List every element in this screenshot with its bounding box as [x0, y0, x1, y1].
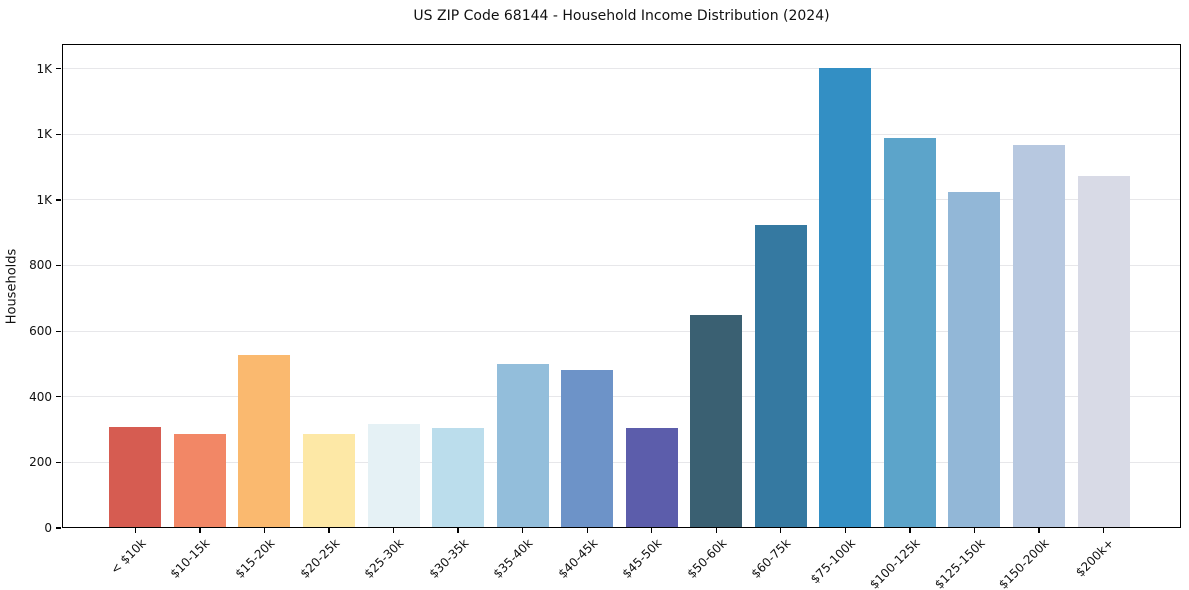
y-tick-mark: [56, 461, 61, 464]
bar: [819, 67, 872, 528]
gridline: [62, 68, 1181, 70]
y-tick-mark: [56, 396, 61, 398]
bar: [302, 434, 355, 528]
y-tick-mark: [56, 68, 61, 70]
x-tick-mark: [263, 528, 266, 533]
x-tick-mark: [780, 528, 782, 533]
bar: [883, 138, 936, 528]
x-tick-label: $15-20k: [232, 536, 278, 581]
bar: [173, 434, 226, 528]
x-tick-label: $200k+: [1072, 536, 1117, 580]
gridline: [62, 461, 1181, 463]
x-tick-label: $150-200k: [996, 536, 1052, 590]
x-tick-mark: [134, 528, 136, 533]
gridline: [62, 133, 1181, 135]
y-tick-mark: [56, 199, 61, 201]
x-tick-mark: [1102, 528, 1105, 533]
bar: [109, 426, 162, 528]
y-tick-label: 200: [29, 455, 52, 470]
y-tick-label: 800: [29, 258, 52, 273]
y-tick-label: 1K: [36, 127, 52, 142]
bar: [238, 354, 291, 528]
y-tick-mark: [56, 133, 61, 135]
bar: [1077, 176, 1130, 528]
x-tick-mark: [909, 528, 911, 533]
bar: [690, 314, 743, 528]
x-tick-label: $50-60k: [684, 536, 730, 581]
y-tick-label: 400: [29, 389, 52, 404]
y-tick-label: 1K: [36, 61, 52, 76]
x-tick-label: $125-150k: [931, 536, 988, 590]
x-tick-mark: [199, 528, 201, 533]
x-tick-label: $35-40k: [490, 536, 536, 581]
x-tick-mark: [844, 528, 847, 533]
y-tick-label: 0: [44, 521, 52, 535]
chart-title: US ZIP Code 68144 - Household Income Dis…: [413, 8, 830, 24]
bar: [496, 363, 549, 528]
x-tick-label: $100-125k: [867, 536, 923, 590]
x-tick-mark: [973, 528, 976, 533]
y-tick-label: 600: [29, 324, 52, 339]
y-tick-mark: [56, 330, 61, 332]
y-tick-label: 1K: [36, 192, 52, 207]
bar: [625, 427, 678, 528]
gridline: [62, 330, 1181, 332]
x-tick-mark: [715, 528, 717, 533]
y-tick-mark: [56, 264, 61, 267]
bar: [561, 369, 614, 528]
x-tick-mark: [651, 528, 653, 533]
bar: [1013, 144, 1065, 528]
x-tick-label: $40-45k: [555, 536, 601, 581]
x-tick-mark: [1038, 528, 1040, 533]
gridline: [62, 199, 1181, 201]
y-tick-mark: [56, 527, 61, 529]
bar: [432, 428, 485, 528]
x-tick-mark: [328, 528, 330, 533]
x-tick-label: $20-25k: [296, 536, 342, 581]
x-tick-mark: [586, 528, 588, 533]
plot-area: [62, 44, 1181, 528]
x-tick-label: $45-50k: [619, 536, 665, 581]
bar: [754, 225, 807, 528]
gridline: [62, 396, 1181, 398]
x-tick-label: $60-75k: [748, 536, 794, 581]
x-tick-label: $10-15k: [167, 536, 213, 581]
x-tick-label: $30-35k: [426, 536, 471, 581]
x-tick-mark: [522, 528, 524, 533]
x-tick-mark: [392, 528, 395, 533]
gridline: [62, 264, 1181, 266]
x-tick-label: < $10k: [107, 536, 149, 577]
bar: [948, 191, 1001, 528]
x-tick-label: $25-30k: [361, 536, 407, 581]
bar: [367, 423, 420, 528]
x-tick-mark: [457, 528, 459, 533]
x-tick-label: $75-100k: [807, 536, 859, 587]
